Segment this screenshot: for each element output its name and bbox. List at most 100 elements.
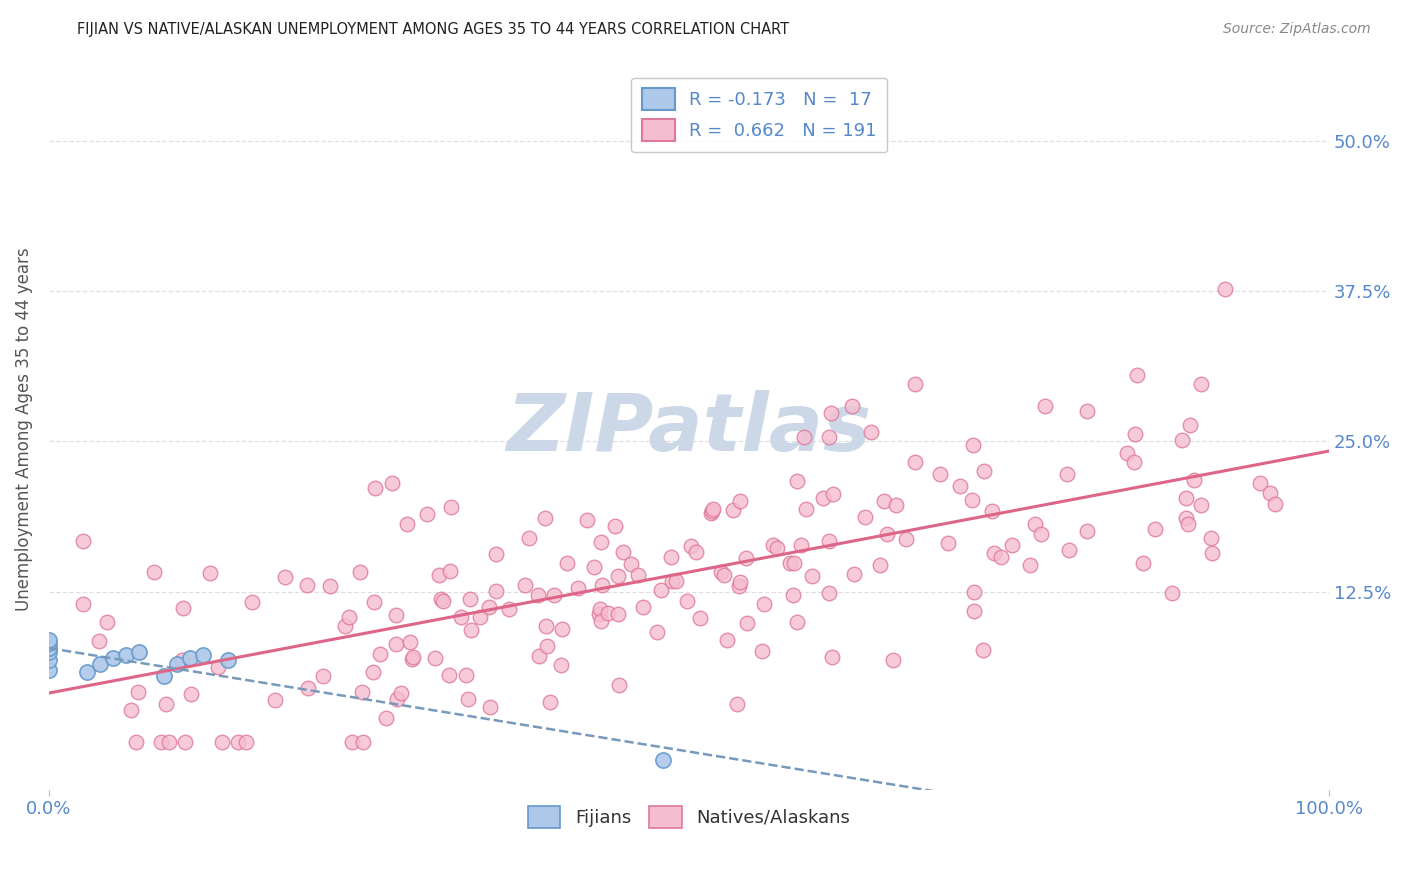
Point — [439, 564, 461, 578]
Point — [576, 513, 599, 527]
Point — [591, 535, 613, 549]
Point — [536, 639, 558, 653]
Point — [779, 556, 801, 570]
Point — [702, 502, 724, 516]
Point — [936, 536, 959, 550]
Point — [101, 650, 124, 665]
Point — [665, 574, 688, 589]
Point — [1123, 426, 1146, 441]
Point — [1125, 368, 1147, 382]
Point — [962, 438, 984, 452]
Point — [457, 692, 479, 706]
Point — [1076, 524, 1098, 538]
Point — [363, 595, 385, 609]
Point — [650, 582, 672, 597]
Point — [876, 527, 898, 541]
Point — [1123, 455, 1146, 469]
Point — [114, 648, 136, 663]
Point — [884, 499, 907, 513]
Point — [432, 594, 454, 608]
Point — [841, 399, 863, 413]
Point — [612, 545, 634, 559]
Point — [567, 582, 589, 596]
Point — [782, 588, 804, 602]
Point — [928, 467, 950, 481]
Point — [589, 601, 612, 615]
Point — [440, 500, 463, 514]
Point — [515, 578, 537, 592]
Point — [364, 482, 387, 496]
Point — [821, 486, 844, 500]
Point — [361, 665, 384, 680]
Point — [551, 622, 574, 636]
Point — [127, 684, 149, 698]
Point — [1199, 531, 1222, 545]
Point — [582, 560, 605, 574]
Point — [1175, 491, 1198, 505]
Point — [153, 669, 176, 683]
Point — [456, 667, 478, 681]
Point — [427, 568, 450, 582]
Point — [124, 735, 146, 749]
Point — [533, 511, 555, 525]
Point — [155, 698, 177, 712]
Point — [337, 610, 360, 624]
Point — [1264, 497, 1286, 511]
Point — [319, 579, 342, 593]
Point — [1171, 433, 1194, 447]
Point — [235, 735, 257, 749]
Point — [172, 601, 194, 615]
Point — [735, 615, 758, 630]
Point — [793, 430, 815, 444]
Point — [589, 614, 612, 628]
Point — [538, 695, 561, 709]
Point — [702, 504, 724, 518]
Point — [191, 648, 214, 663]
Point — [727, 697, 749, 711]
Point — [89, 657, 111, 671]
Point — [96, 615, 118, 629]
Point — [904, 376, 927, 391]
Point — [72, 597, 94, 611]
Point — [38, 641, 60, 656]
Point — [873, 493, 896, 508]
Point — [534, 619, 557, 633]
Point — [555, 556, 578, 570]
Point — [820, 406, 842, 420]
Point — [312, 669, 335, 683]
Point — [817, 586, 839, 600]
Point — [350, 685, 373, 699]
Point — [1144, 522, 1167, 536]
Point — [1175, 510, 1198, 524]
Point — [349, 566, 371, 580]
Point — [620, 557, 643, 571]
Point — [396, 516, 419, 531]
Point — [352, 735, 374, 749]
Point — [543, 588, 565, 602]
Point — [1201, 546, 1223, 560]
Point — [990, 550, 1012, 565]
Point — [853, 510, 876, 524]
Point — [180, 687, 202, 701]
Point — [211, 735, 233, 749]
Point — [676, 594, 699, 608]
Y-axis label: Unemployment Among Ages 35 to 44 years: Unemployment Among Ages 35 to 44 years — [15, 247, 32, 611]
Point — [1076, 403, 1098, 417]
Point — [1132, 556, 1154, 570]
Point — [399, 634, 422, 648]
Point — [38, 632, 60, 647]
Point — [728, 494, 751, 508]
Point — [498, 602, 520, 616]
Point — [217, 653, 239, 667]
Point — [821, 649, 844, 664]
Point — [297, 681, 319, 695]
Point — [179, 650, 201, 665]
Point — [818, 430, 841, 444]
Point — [882, 652, 904, 666]
Point — [1024, 516, 1046, 531]
Point — [963, 604, 986, 618]
Point — [972, 643, 994, 657]
Point — [734, 551, 756, 566]
Point — [652, 753, 675, 767]
Point — [981, 504, 1004, 518]
